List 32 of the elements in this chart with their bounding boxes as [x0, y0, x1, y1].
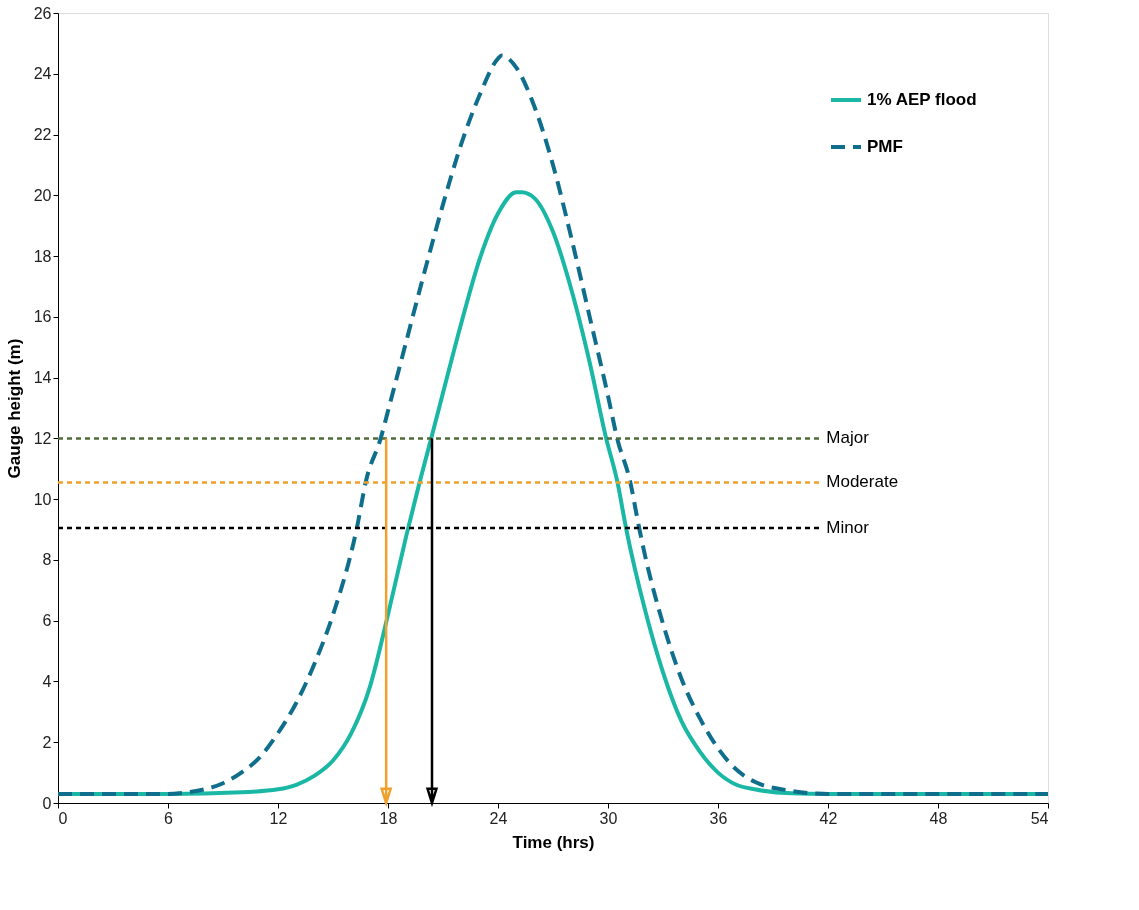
y-tick-label: 0 — [42, 794, 52, 812]
ref-line-label: Moderate — [826, 472, 899, 492]
y-tick-label: 10 — [33, 490, 52, 508]
y-tick-label: 2 — [42, 733, 52, 751]
y-tick-label: 24 — [33, 65, 52, 83]
x-tick-label: 12 — [269, 809, 288, 827]
y-axis-title: Gauge height (m) — [4, 338, 24, 479]
line-series — [56, 53, 1050, 796]
y-tick-label: 20 — [33, 186, 52, 204]
y-tick-label: 6 — [42, 612, 52, 630]
legend-label: 1% AEP flood — [867, 90, 977, 109]
x-tick-label: 42 — [819, 809, 838, 827]
x-tick-label: 18 — [379, 809, 398, 827]
y-tick-label: 22 — [33, 126, 52, 144]
y-tick-label: 18 — [33, 247, 52, 265]
ref-line-label: Minor — [826, 518, 870, 538]
x-tick-label: 48 — [929, 809, 948, 827]
ref-line-label: Major — [826, 428, 870, 448]
x-axis-title: Time (hrs) — [512, 832, 595, 852]
x-tick-label: 0 — [58, 809, 68, 827]
x-tick-label: 24 — [489, 809, 508, 827]
x-tick-label: 36 — [709, 809, 728, 827]
x-tick-label: 6 — [164, 809, 174, 827]
y-tick-label: 16 — [33, 308, 52, 326]
y-tick-label: 8 — [42, 551, 52, 569]
x-tick-label: 54 — [1030, 809, 1049, 827]
y-tick-label: 12 — [33, 429, 52, 447]
y-tick-label: 26 — [33, 4, 52, 22]
legend-label: PMF — [867, 137, 903, 156]
x-tick-label: 30 — [599, 809, 618, 827]
y-tick-label: 4 — [42, 672, 52, 690]
y-tick-label: 14 — [33, 369, 52, 387]
